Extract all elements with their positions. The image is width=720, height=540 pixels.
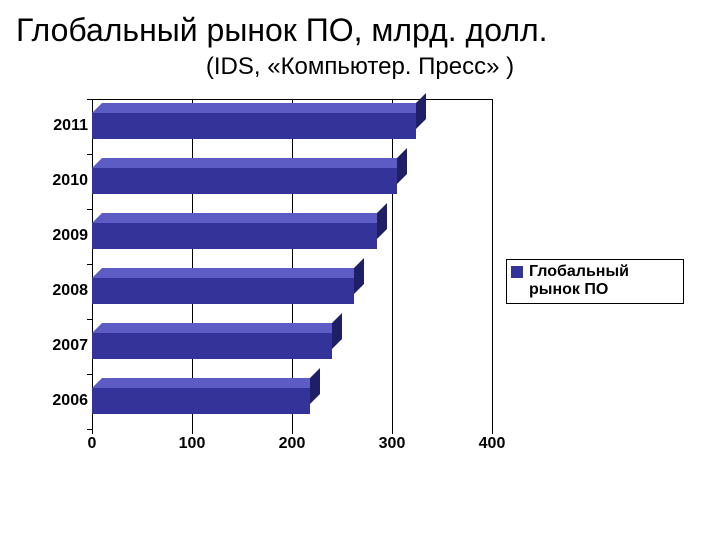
bar-side-face bbox=[310, 368, 320, 404]
y-axis-label: 2007 bbox=[38, 337, 88, 355]
bar-side-face bbox=[332, 313, 342, 349]
x-tick-mark bbox=[92, 429, 93, 434]
bar-top-face bbox=[92, 213, 387, 223]
x-tick-mark bbox=[492, 429, 493, 434]
y-tick-mark bbox=[87, 264, 92, 265]
y-axis-label: 2011 bbox=[38, 117, 88, 135]
bar-front bbox=[92, 278, 354, 304]
bar-front bbox=[92, 113, 416, 139]
x-axis-label: 300 bbox=[379, 435, 406, 453]
y-axis-label: 2008 bbox=[38, 282, 88, 300]
bar bbox=[92, 103, 426, 139]
bar-top-face bbox=[92, 323, 342, 333]
y-tick-mark bbox=[87, 429, 92, 430]
x-axis-label: 400 bbox=[479, 435, 506, 453]
bar-top-face bbox=[92, 103, 426, 113]
bar-front bbox=[92, 168, 397, 194]
bar-side-face bbox=[354, 258, 364, 294]
bar bbox=[92, 213, 387, 249]
y-tick-mark bbox=[87, 154, 92, 155]
bar-side-face bbox=[377, 203, 387, 239]
slide-title: Глобальный рынок ПО, млрд. долл. bbox=[16, 12, 704, 49]
y-axis-label: 2010 bbox=[38, 172, 88, 190]
y-tick-mark bbox=[87, 99, 92, 100]
x-tick-mark bbox=[392, 429, 393, 434]
x-axis-label: 100 bbox=[179, 435, 206, 453]
bar bbox=[92, 268, 364, 304]
bar-front bbox=[92, 388, 310, 414]
legend: Глобальный рынок ПО bbox=[506, 259, 684, 304]
bar-top-face bbox=[92, 268, 364, 278]
x-axis-label: 200 bbox=[279, 435, 306, 453]
y-axis-label: 2006 bbox=[38, 392, 88, 410]
x-tick-mark bbox=[292, 429, 293, 434]
legend-label: Глобальный рынок ПО bbox=[529, 263, 679, 300]
y-axis-label: 2009 bbox=[38, 227, 88, 245]
chart: 2011201020092008200720060100200300400 Гл… bbox=[34, 99, 684, 429]
bar bbox=[92, 378, 320, 414]
bar-front bbox=[92, 223, 377, 249]
bar-side-face bbox=[397, 148, 407, 184]
plot-border-top bbox=[92, 99, 492, 100]
bar-front bbox=[92, 333, 332, 359]
bar bbox=[92, 158, 407, 194]
y-tick-mark bbox=[87, 209, 92, 210]
bar-top-face bbox=[92, 158, 407, 168]
y-tick-mark bbox=[87, 374, 92, 375]
gridline bbox=[392, 99, 393, 429]
x-tick-mark bbox=[192, 429, 193, 434]
legend-swatch bbox=[511, 266, 523, 278]
slide-subtitle: (IDS, «Компьютер. Пресс» ) bbox=[16, 53, 704, 81]
plot-area: 2011201020092008200720060100200300400 bbox=[92, 99, 492, 429]
bar bbox=[92, 323, 342, 359]
gridline bbox=[492, 99, 493, 429]
bar-top-face bbox=[92, 378, 320, 388]
chart-container: 2011201020092008200720060100200300400 Гл… bbox=[16, 99, 704, 528]
slide: Глобальный рынок ПО, млрд. долл. (IDS, «… bbox=[0, 0, 720, 540]
x-axis-label: 0 bbox=[88, 435, 97, 453]
y-tick-mark bbox=[87, 319, 92, 320]
